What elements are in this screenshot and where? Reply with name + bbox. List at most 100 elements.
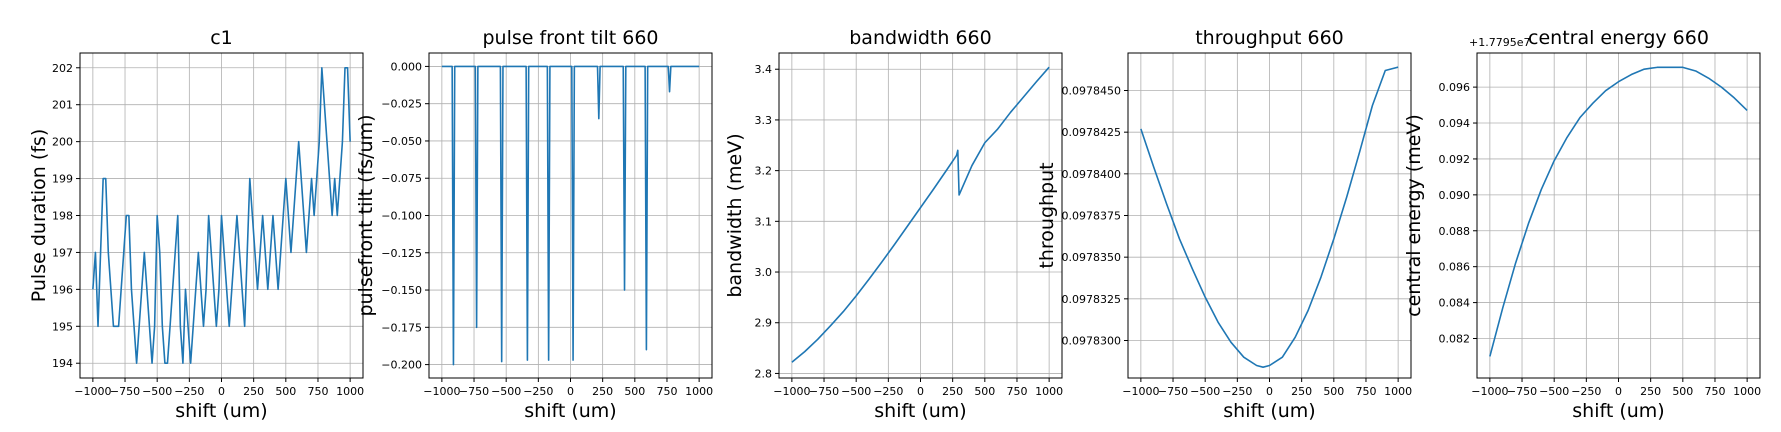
y-axis-label: pulsefront tilt (fs/um) [355,114,377,316]
x-tick-label: 250 [942,385,963,398]
x-tick-label: −250 [1571,385,1601,398]
x-tick-label: −1000 [1471,385,1508,398]
y-tick-label: 197 [52,246,73,259]
x-tick-label: 0 [218,385,225,398]
x-tick-label: 1000 [1035,385,1063,398]
y-tick-label: 0.0978350 [1062,251,1122,264]
chart-panel-1: −1000−750 −500 −250 0 250 500 750 1000 194 195 196… [28,27,364,422]
chart-panel-2: −1000−750 −500 −250 0 250 500 750 1000 0.000 −0.0… [355,27,713,422]
y-tick-label: 3.2 [755,165,773,178]
y-tick-label: 0.0978300 [1062,335,1122,348]
x-tick-label: 500 [1323,385,1344,398]
x-tick-label: 1000 [685,385,713,398]
y-tick-label: 0.086 [1439,261,1471,274]
x-tick-label: 0 [567,385,574,398]
series-line-1 [1140,66,1399,368]
y-tick-label: 0.094 [1439,117,1471,130]
x-tick-label: −250 [873,385,903,398]
x-tick-label: 500 [275,385,296,398]
y-tick-label: 201 [52,99,73,112]
y-tick-label: −0.150 [381,284,422,297]
y-tick-label: 3.3 [755,114,773,127]
x-tick-label: −750 [110,385,140,398]
series-line-1 [791,66,1050,363]
chart-title: central energy 660 [1528,27,1709,49]
x-tick-label: −250 [174,385,204,398]
chart-panel-3: −1000−750 −500 −250 0 250 500 750 1000 2.8 2.9 3.0… [724,27,1063,422]
x-tick-label: −500 [491,385,521,398]
y-tick-label: −0.050 [381,135,422,148]
x-tick-label: 1000 [1733,385,1761,398]
chart-title: pulse front tilt 660 [482,27,658,49]
y-tick-label: 3.0 [755,266,773,279]
chart-title: throughput 660 [1195,27,1344,49]
chart-title: bandwidth 660 [849,27,991,49]
x-tick-label: −250 [1222,385,1252,398]
x-tick-label: 750 [307,385,328,398]
x-axis-label: shift (um) [1572,400,1664,422]
x-axis-label: shift (um) [1223,400,1315,422]
y-axis-label: bandwidth (meV) [724,133,746,297]
x-tick-label: −750 [1507,385,1537,398]
y-tick-label: −0.125 [381,247,422,260]
x-tick-label: −750 [459,385,489,398]
y-tick-label: 0.0978400 [1062,168,1122,181]
x-tick-label: 0 [1615,385,1622,398]
x-tick-label: 250 [1291,385,1312,398]
y-tick-label: 202 [52,62,73,75]
x-tick-label: −250 [523,385,553,398]
y-tick-label: −0.175 [381,321,422,334]
y-tick-label: 196 [52,283,73,296]
x-tick-label: −500 [1539,385,1569,398]
y-tick-label: −0.075 [381,172,422,185]
x-tick-label: 0 [917,385,924,398]
y-tick-label: 0.092 [1439,153,1471,166]
x-axis-label: shift (um) [874,400,966,422]
x-tick-label: 250 [592,385,613,398]
y-tick-label: −0.100 [381,210,422,223]
y-tick-label: 0.0978325 [1062,293,1122,306]
chart-panel-4: −1000−750 −500 −250 0 250 500 750 1000 0.0978300… [1036,27,1412,422]
y-tick-label: 2.8 [755,367,773,380]
x-tick-label: −1000 [773,385,810,398]
series-line-1 [441,65,700,366]
x-tick-label: 250 [1640,385,1661,398]
y-axis-label: central energy (meV) [1403,114,1425,317]
series-line-1 [92,66,351,365]
x-tick-label: 750 [1006,385,1027,398]
x-tick-label: 500 [974,385,995,398]
x-tick-label: −500 [841,385,871,398]
x-tick-label: −750 [1158,385,1188,398]
y-tick-label: 195 [52,320,73,333]
x-tick-label: 750 [656,385,677,398]
y-axis-label: Pulse duration (fs) [28,129,50,302]
y-tick-label: 3.4 [755,63,773,76]
y-tick-label: 0.000 [391,60,423,73]
y-tick-label: 0.088 [1439,225,1471,238]
y-tick-label: 0.096 [1439,81,1471,94]
y-tick-label: 199 [52,173,73,186]
x-tick-label: 750 [1704,385,1725,398]
y-tick-label: 198 [52,210,73,223]
x-tick-label: −500 [1190,385,1220,398]
x-axis-label: shift (um) [524,400,616,422]
x-tick-label: 500 [1672,385,1693,398]
series-line-1 [1489,66,1748,357]
x-tick-label: −500 [142,385,172,398]
y-tick-label: 0.082 [1439,332,1471,345]
y-axis-label: throughput [1036,162,1058,268]
x-tick-label: −1000 [74,385,111,398]
x-axis-label: shift (um) [175,400,267,422]
y-tick-label: 0.090 [1439,189,1471,202]
x-tick-label: 500 [624,385,645,398]
y-tick-label: −0.025 [381,98,422,111]
x-tick-label: 250 [243,385,264,398]
chart-panel-5: −1000−750 −500 −250 0 250 500 750 1000 0.082 0.08… [1403,27,1761,422]
y-tick-label: −0.200 [381,359,422,372]
x-tick-label: −1000 [423,385,460,398]
chart-title: c1 [210,27,233,49]
y-offset-text: +1.7795e7 [1469,36,1530,49]
x-tick-label: 750 [1355,385,1376,398]
x-tick-label: 0 [1266,385,1273,398]
y-tick-label: 0.084 [1439,297,1471,310]
